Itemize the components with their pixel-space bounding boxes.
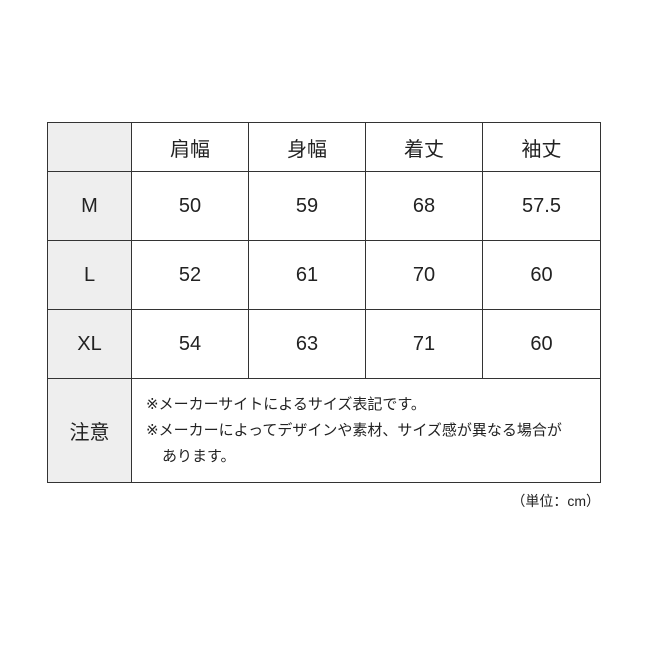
cell: 57.5 [482, 171, 601, 241]
cell: 50 [131, 171, 249, 241]
size-label: L [47, 240, 132, 310]
note-line: ※メーカーによってデザインや素材、サイズ感が異なる場合が [146, 421, 562, 439]
cell: 60 [482, 309, 601, 379]
cell: 71 [365, 309, 483, 379]
notes-cell: ※メーカーサイトによるサイズ表記です。 ※メーカーによってデザインや素材、サイズ… [131, 378, 601, 483]
size-label: XL [47, 309, 132, 379]
cell: 61 [248, 240, 366, 310]
cell: 59 [248, 171, 366, 241]
table-row: XL 54 63 71 60 [47, 309, 601, 379]
header-length: 着丈 [365, 122, 483, 172]
size-label: M [47, 171, 132, 241]
cell: 54 [131, 309, 249, 379]
notes-label: 注意 [47, 378, 132, 483]
cell: 70 [365, 240, 483, 310]
table-row: M 50 59 68 57.5 [47, 171, 601, 241]
header-row: 肩幅 身幅 着丈 袖丈 [47, 122, 601, 172]
note-line: ※メーカーサイトによるサイズ表記です。 [146, 395, 426, 413]
header-corner [47, 122, 132, 172]
header-body-width: 身幅 [248, 122, 366, 172]
cell: 68 [365, 171, 483, 241]
cell: 63 [248, 309, 366, 379]
header-shoulder: 肩幅 [131, 122, 249, 172]
note-line: あります。 [162, 447, 236, 465]
notes-row: 注意 ※メーカーサイトによるサイズ表記です。 ※メーカーによってデザインや素材、… [47, 378, 601, 483]
cell: 60 [482, 240, 601, 310]
table-row: L 52 61 70 60 [47, 240, 601, 310]
cell: 52 [131, 240, 249, 310]
unit-label: （単位：cm） [511, 493, 600, 509]
header-sleeve: 袖丈 [482, 122, 601, 172]
size-chart-table: 肩幅 身幅 着丈 袖丈 M 50 59 68 57.5 L 52 61 70 6… [47, 122, 601, 483]
